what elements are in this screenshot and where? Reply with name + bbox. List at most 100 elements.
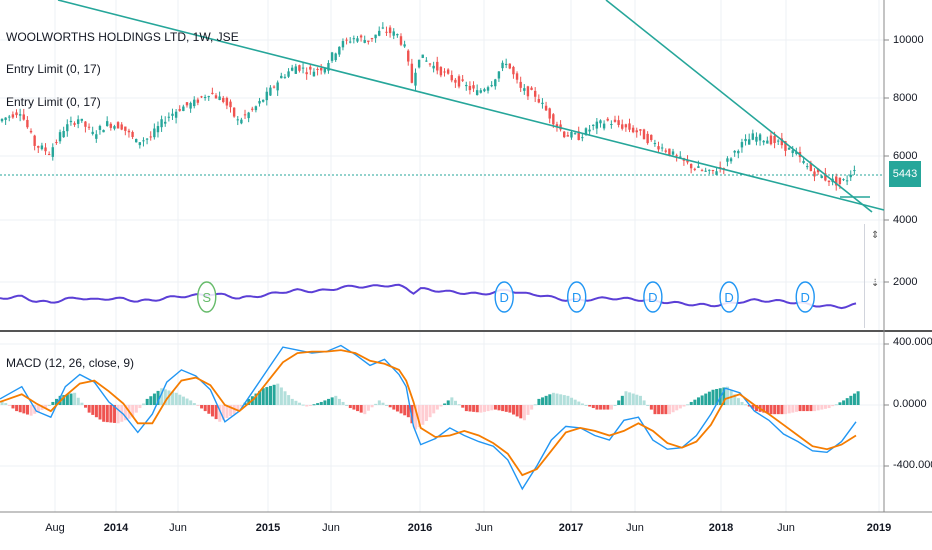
macd-hist-bar-10 bbox=[36, 405, 40, 412]
macd-hist-bar-31 bbox=[113, 405, 117, 423]
candle-body-186 bbox=[675, 155, 678, 157]
macd-hist-bar-204 bbox=[740, 401, 744, 405]
macd-hist-bar-189 bbox=[686, 404, 690, 406]
macd-hist-bar-82 bbox=[298, 402, 302, 405]
candle-body-235 bbox=[853, 170, 856, 172]
candle-body-126 bbox=[457, 76, 461, 87]
time-tick-2016: 2016 bbox=[407, 522, 433, 534]
scale-fit-icon[interactable]: ⇕ bbox=[871, 230, 880, 241]
candle-body-67 bbox=[243, 114, 247, 116]
macd-hist-bar-145 bbox=[526, 405, 530, 415]
candle-body-70 bbox=[254, 106, 258, 111]
macd-hist-bar-115 bbox=[417, 405, 421, 428]
macd-hist-bar-143 bbox=[519, 405, 523, 419]
price-tick-4000: 4000 bbox=[893, 214, 918, 226]
candle-body-204 bbox=[740, 142, 744, 148]
candle-body-36 bbox=[131, 131, 134, 137]
macd-hist-bar-154 bbox=[559, 394, 563, 405]
candle-body-16 bbox=[58, 132, 62, 142]
candle-body-3 bbox=[11, 114, 15, 118]
candle-body-124 bbox=[450, 75, 453, 81]
macd-hist-bar-230 bbox=[834, 404, 838, 406]
macd-hist-bar-155 bbox=[562, 395, 566, 405]
macd-hist-bar-50 bbox=[181, 396, 185, 405]
signal-label-4: D bbox=[724, 290, 733, 305]
candle-body-123 bbox=[446, 69, 450, 74]
candle-body-78 bbox=[283, 76, 287, 78]
signal-marker-5 bbox=[795, 281, 815, 313]
macd-hist-bar-163 bbox=[591, 405, 595, 409]
candle-body-68 bbox=[247, 112, 250, 119]
candle-body-48 bbox=[174, 111, 178, 118]
macd-hist-bar-92 bbox=[334, 395, 338, 405]
macd-hist-bar-221 bbox=[802, 405, 806, 412]
macd-hist-bar-57 bbox=[207, 405, 211, 414]
macd-hist-bar-18 bbox=[65, 394, 69, 405]
candle-body-198 bbox=[718, 167, 722, 169]
candle-body-144 bbox=[523, 88, 526, 91]
macd-hist-bar-17 bbox=[62, 395, 66, 405]
candle-body-106 bbox=[385, 31, 388, 33]
candle-body-2 bbox=[8, 116, 11, 118]
macd-hist-bar-110 bbox=[399, 405, 403, 414]
time-tick-2019: 2019 bbox=[866, 522, 892, 534]
scale-adjust-icon[interactable]: ⇣ bbox=[871, 278, 880, 289]
candle-body-226 bbox=[820, 175, 823, 178]
macd-hist-bar-190 bbox=[689, 401, 693, 405]
candle-body-30 bbox=[109, 123, 113, 128]
time-tick-jun-16: Jun bbox=[475, 522, 493, 534]
macd-hist-bar-229 bbox=[831, 405, 835, 407]
candle-body-108 bbox=[392, 31, 395, 36]
signal-marker-3 bbox=[643, 281, 663, 313]
candle-body-81 bbox=[294, 66, 297, 74]
candle-body-98 bbox=[356, 38, 359, 42]
macd-hist-bar-65 bbox=[236, 405, 240, 411]
macd-hist-bar-45 bbox=[163, 389, 167, 405]
candle-body-148 bbox=[537, 99, 541, 103]
candle-body-6 bbox=[22, 114, 25, 120]
macd-hist-bar-95 bbox=[345, 405, 349, 406]
macd-hist-bar-105 bbox=[381, 402, 385, 405]
macd-hist-bar-109 bbox=[395, 405, 399, 412]
candle-body-76 bbox=[276, 82, 279, 91]
candle-body-14 bbox=[51, 147, 54, 157]
candle-body-161 bbox=[584, 128, 588, 135]
candle-body-64 bbox=[232, 107, 236, 117]
macd-hist-bar-151 bbox=[548, 394, 552, 405]
macd-hist-bar-89 bbox=[323, 400, 327, 405]
candle-body-66 bbox=[240, 119, 243, 124]
macd-hist-bar-181 bbox=[657, 405, 661, 415]
macd-hist-bar-173 bbox=[628, 392, 632, 405]
candle-body-73 bbox=[265, 91, 268, 101]
candle-body-234 bbox=[849, 174, 852, 178]
macd-hist-bar-131 bbox=[475, 405, 479, 413]
candle-body-88 bbox=[319, 67, 323, 71]
macd-hist-bar-47 bbox=[171, 391, 175, 405]
macd-hist-bar-113 bbox=[410, 405, 414, 424]
macd-hist-bar-165 bbox=[599, 405, 603, 410]
candle-body-25 bbox=[91, 131, 94, 134]
macd-tick-0: 0.0000 bbox=[893, 398, 927, 410]
candle-body-26 bbox=[95, 134, 98, 139]
candle-body-39 bbox=[142, 140, 145, 142]
volume-line bbox=[0, 283, 857, 310]
macd-hist-bar-93 bbox=[337, 398, 341, 405]
macd-hist-bar-127 bbox=[461, 405, 465, 408]
macd-hist-bar-23 bbox=[84, 405, 88, 408]
macd-hist-bar-179 bbox=[649, 405, 653, 410]
candle-body-173 bbox=[628, 123, 631, 130]
macd-hist-bar-121 bbox=[439, 405, 443, 407]
time-tick-2015: 2015 bbox=[255, 522, 281, 534]
candle-body-72 bbox=[261, 99, 265, 102]
signal-label-1: D bbox=[499, 290, 508, 305]
candle-body-105 bbox=[381, 27, 385, 29]
macd-hist-bar-2 bbox=[7, 405, 11, 406]
macd-hist-bar-182 bbox=[660, 405, 664, 415]
macd-tick-400: 400.0000 bbox=[893, 336, 932, 348]
candle-body-41 bbox=[149, 136, 152, 138]
macd-hist-bar-94 bbox=[341, 401, 345, 405]
candle-body-167 bbox=[606, 118, 609, 121]
candle-body-132 bbox=[479, 90, 482, 93]
scale-controls[interactable]: ⇕ ⇣ bbox=[864, 224, 887, 328]
macd-hist-bar-216 bbox=[784, 405, 788, 415]
